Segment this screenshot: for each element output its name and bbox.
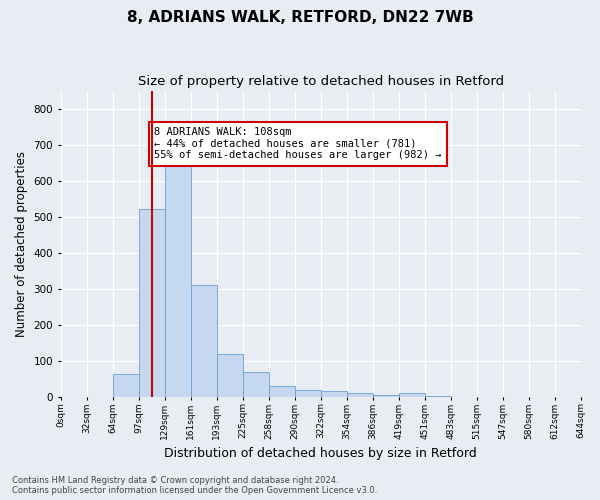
- Bar: [347, 393, 373, 396]
- Bar: [398, 393, 425, 396]
- Title: Size of property relative to detached houses in Retford: Size of property relative to detached ho…: [137, 75, 504, 88]
- Y-axis label: Number of detached properties: Number of detached properties: [15, 150, 28, 336]
- Bar: [165, 166, 191, 396]
- X-axis label: Distribution of detached houses by size in Retford: Distribution of detached houses by size …: [164, 447, 477, 460]
- Bar: [373, 395, 398, 396]
- Bar: [191, 285, 217, 397]
- Bar: [320, 392, 347, 396]
- Bar: [243, 372, 269, 396]
- Bar: [217, 354, 243, 397]
- Text: Contains HM Land Registry data © Crown copyright and database right 2024.
Contai: Contains HM Land Registry data © Crown c…: [12, 476, 377, 495]
- Bar: [295, 390, 320, 396]
- Bar: [113, 374, 139, 396]
- Bar: [269, 386, 295, 396]
- Text: 8, ADRIANS WALK, RETFORD, DN22 7WB: 8, ADRIANS WALK, RETFORD, DN22 7WB: [127, 10, 473, 25]
- Text: 8 ADRIANS WALK: 108sqm
← 44% of detached houses are smaller (781)
55% of semi-de: 8 ADRIANS WALK: 108sqm ← 44% of detached…: [154, 128, 442, 160]
- Bar: [139, 210, 165, 396]
